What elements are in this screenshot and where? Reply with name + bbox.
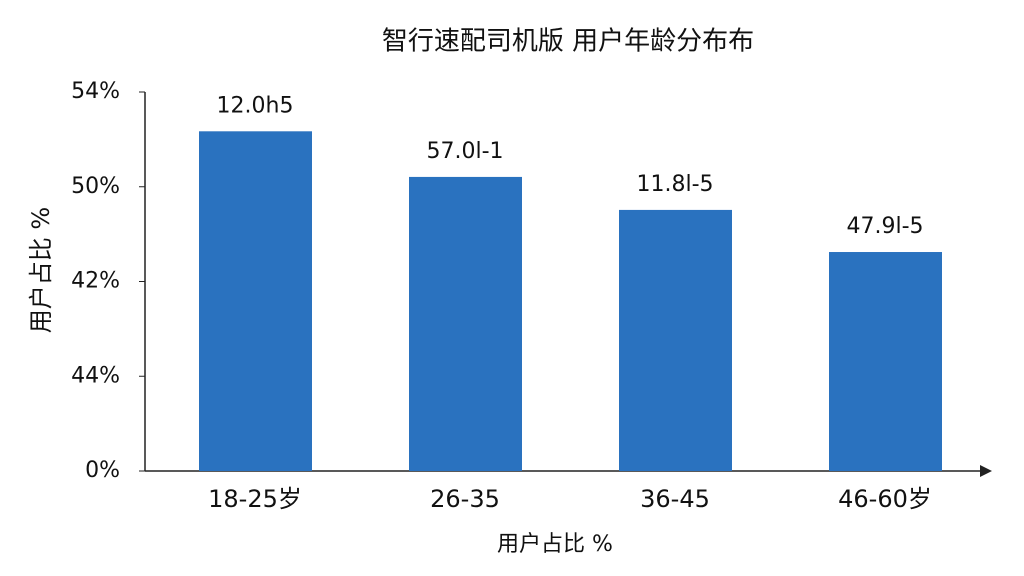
y-tick-label: 44% — [71, 363, 120, 388]
y-tick-label: 0% — [85, 458, 120, 483]
value-label: 11.8l-5 — [636, 172, 713, 197]
x-tick-label: 26-35 — [430, 485, 500, 513]
x-tick-label: 36-45 — [640, 485, 710, 513]
value-label: 47.9l-5 — [846, 214, 923, 239]
y-tick-label: 42% — [71, 269, 120, 294]
y-tick-label: 50% — [71, 174, 120, 199]
bar — [619, 209, 732, 471]
bar — [409, 176, 522, 471]
x-axis-label: 用户占比 % — [497, 532, 613, 557]
value-label: 12.0h5 — [217, 93, 294, 118]
bar — [199, 131, 312, 471]
y-tick-label: 54% — [71, 79, 120, 104]
x-tick-label: 46-60岁 — [838, 485, 932, 513]
x-axis-arrow — [980, 465, 992, 477]
chart-title: 智行速配司机版 用户年龄分布布 — [382, 27, 754, 57]
value-label: 57.0l-1 — [426, 139, 503, 164]
x-tick-label: 18-25岁 — [208, 485, 302, 513]
bar — [829, 252, 942, 471]
y-axis-label: 用户占比 % — [27, 207, 55, 333]
